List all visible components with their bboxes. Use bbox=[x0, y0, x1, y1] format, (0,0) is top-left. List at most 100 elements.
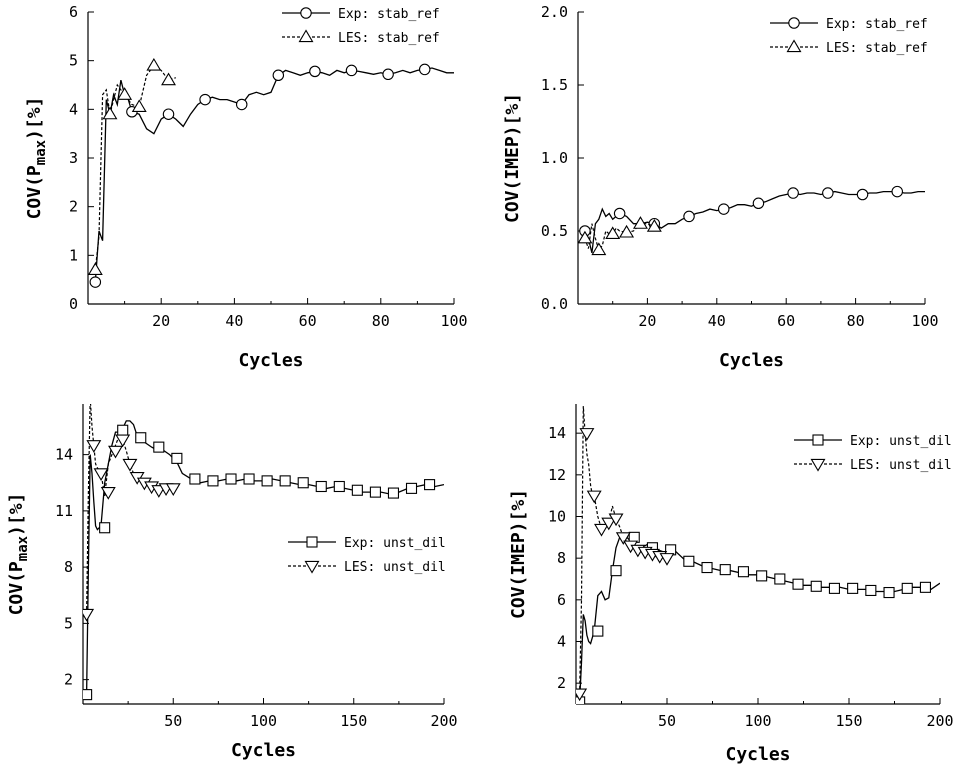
y-axis-label: COV(IMEP)[%] bbox=[502, 93, 523, 223]
data-point-triangle-down bbox=[659, 553, 675, 566]
data-point-triangle-down bbox=[86, 440, 102, 453]
legend-marker-square bbox=[812, 434, 824, 446]
data-point-triangle-up bbox=[146, 57, 162, 71]
data-point-square bbox=[737, 566, 749, 578]
x-tick-label: 100 bbox=[744, 712, 771, 730]
data-point-circle bbox=[752, 197, 765, 210]
y-tick-label: 6 bbox=[557, 591, 566, 609]
data-point-square bbox=[756, 570, 768, 582]
data-point-square bbox=[610, 565, 622, 577]
data-point-triangle-up bbox=[605, 226, 621, 240]
legend-label: Exp: unst_dil bbox=[850, 434, 952, 449]
plot-area bbox=[576, 406, 940, 704]
data-point-square bbox=[883, 586, 895, 599]
legend-marker-circle bbox=[300, 7, 312, 19]
plot-area bbox=[83, 404, 444, 701]
x-tick-label: 40 bbox=[708, 312, 726, 330]
y-tick-label: 11 bbox=[55, 502, 73, 520]
y-tick-label: 3 bbox=[69, 149, 78, 167]
x-tick-label: 200 bbox=[430, 712, 457, 730]
data-point-circle bbox=[787, 187, 799, 199]
data-point-square bbox=[117, 424, 129, 436]
data-point-triangle-down bbox=[100, 487, 116, 500]
data-point-triangle-up bbox=[161, 72, 176, 86]
y-tick-label: 5 bbox=[69, 52, 78, 70]
legend: Exp: stab_ref LES: stab_ref bbox=[770, 17, 928, 56]
series-line-les-stab-ref bbox=[94, 64, 176, 270]
legend-label: Exp: unst_dil bbox=[344, 536, 446, 551]
data-point-square bbox=[279, 475, 291, 487]
plot-area bbox=[578, 185, 925, 256]
x-tick-label: 50 bbox=[164, 712, 182, 730]
series-line-exp-stab-ref bbox=[94, 67, 454, 283]
data-point-square bbox=[351, 484, 363, 496]
data-point-circle bbox=[345, 64, 358, 77]
data-point-square bbox=[315, 480, 327, 493]
data-point-triangle-down bbox=[594, 523, 609, 537]
data-point-square bbox=[405, 482, 418, 494]
data-point-circle bbox=[822, 187, 834, 199]
data-point-circle bbox=[235, 98, 248, 111]
data-point-triangle-up bbox=[619, 224, 635, 238]
y-tick-label: 1 bbox=[69, 246, 78, 264]
x-tick-label: 100 bbox=[250, 712, 277, 730]
series-line-exp-unst-dil bbox=[85, 420, 444, 695]
data-point-triangle-up bbox=[646, 219, 662, 232]
x-tick-label: 100 bbox=[440, 312, 467, 330]
legend-label: Exp: stab_ref bbox=[338, 7, 440, 22]
legend-marker-triangle-up bbox=[298, 29, 314, 43]
data-point-triangle-down bbox=[165, 483, 181, 496]
data-point-circle bbox=[418, 63, 431, 76]
data-point-square bbox=[83, 689, 93, 701]
data-point-square bbox=[225, 473, 237, 485]
data-point-circle bbox=[856, 188, 869, 201]
x-tick-label: 60 bbox=[777, 312, 795, 330]
legend-marker-square bbox=[306, 536, 318, 548]
x-tick-label: 80 bbox=[847, 312, 865, 330]
data-point-square bbox=[919, 581, 931, 593]
data-point-circle bbox=[382, 68, 394, 81]
chart-panel-a: 20 40 60 80 100 0 1 2 3 4 5 6 Cycles COV(Pmax)[%] Exp:… bbox=[24, 3, 468, 371]
legend-marker-triangle-down bbox=[304, 560, 320, 574]
data-point-circle bbox=[199, 93, 211, 106]
chart-panel-b: 20 40 60 80 100 0.0 0.5 1.0 1.5 2.0 Cycles COV(IMEP… bbox=[502, 3, 939, 371]
data-point-triangle-up bbox=[102, 106, 118, 120]
x-tick-label: 150 bbox=[835, 712, 862, 730]
data-point-triangle-up bbox=[88, 262, 103, 276]
data-point-triangle-down bbox=[576, 688, 588, 702]
data-point-square bbox=[701, 561, 713, 574]
data-point-square bbox=[153, 441, 165, 453]
data-point-circle bbox=[89, 276, 102, 288]
y-tick-label: 2 bbox=[557, 674, 566, 692]
data-point-square bbox=[719, 564, 731, 576]
data-point-triangle-up bbox=[131, 99, 147, 112]
data-point-triangle-down bbox=[122, 458, 138, 472]
y-tick-label: 12 bbox=[548, 466, 566, 484]
series-line-les-unst-dil bbox=[86, 404, 174, 615]
data-point-circle bbox=[891, 185, 903, 198]
y-tick-label: 0 bbox=[69, 295, 78, 313]
x-tick-label: 20 bbox=[638, 312, 656, 330]
data-point-square bbox=[792, 578, 804, 590]
data-point-square bbox=[774, 573, 786, 585]
data-point-square bbox=[847, 582, 859, 594]
data-point-triangle-up bbox=[632, 216, 648, 229]
legend-label: LES: unst_dil bbox=[344, 560, 446, 575]
data-point-triangle-down bbox=[601, 517, 617, 531]
data-point-circle bbox=[717, 203, 730, 215]
y-tick-label: 0.5 bbox=[541, 222, 568, 240]
data-point-triangle-down bbox=[108, 445, 123, 459]
legend: Exp: stab_ref LES: stab_ref bbox=[282, 7, 440, 46]
data-point-square bbox=[135, 432, 147, 444]
x-tick-label: 40 bbox=[225, 312, 243, 330]
y-tick-label: 8 bbox=[64, 558, 73, 576]
x-axis-label: Cycles bbox=[238, 350, 303, 371]
x-axis-label: Cycles bbox=[725, 744, 790, 764]
data-point-square bbox=[99, 522, 111, 534]
data-point-square bbox=[171, 452, 183, 464]
data-point-triangle-down bbox=[115, 434, 131, 448]
x-tick-label: 80 bbox=[372, 312, 390, 330]
legend-label: LES: unst_dil bbox=[850, 458, 952, 473]
data-point-square bbox=[261, 475, 273, 487]
x-tick-label: 200 bbox=[926, 712, 953, 730]
